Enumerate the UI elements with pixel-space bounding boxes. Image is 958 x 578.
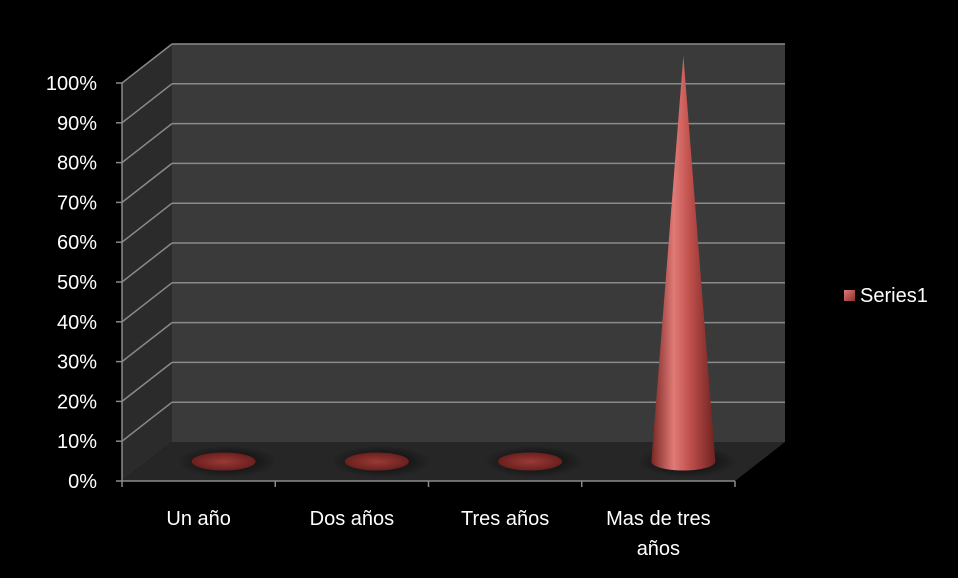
x-category-label: Dos años xyxy=(310,508,395,530)
gridline-diagonal xyxy=(121,242,173,283)
x-category-label: Tres años xyxy=(461,508,549,530)
y-tick-label: 90% xyxy=(57,113,97,135)
y-tick-label: 50% xyxy=(57,272,97,294)
y-tick-label: 40% xyxy=(57,312,97,334)
gridline-diagonal xyxy=(121,83,173,124)
cone-bar xyxy=(651,55,716,471)
gridline-diagonal xyxy=(121,322,173,363)
x-category-label: Un año xyxy=(166,508,231,530)
cone-bar xyxy=(498,452,563,471)
gridline-diagonal xyxy=(121,361,173,402)
gridline-diagonal xyxy=(121,401,173,442)
y-tick-label: 0% xyxy=(68,471,97,493)
cone-bar xyxy=(344,452,409,471)
gridline-diagonal xyxy=(121,282,173,323)
cone-bar xyxy=(191,452,256,471)
y-tick-label: 80% xyxy=(57,153,97,175)
y-tick-label: 100% xyxy=(46,73,97,95)
y-tick-label: 10% xyxy=(57,431,97,453)
floor xyxy=(122,442,785,481)
x-category-label: Mas de tres xyxy=(606,508,710,530)
series-cones xyxy=(177,55,738,478)
legend-swatch-series1 xyxy=(844,290,855,301)
x-category-label: años xyxy=(637,538,680,560)
legend: Series1 xyxy=(844,285,928,307)
y-axis-ticks: 0% 10% 20% 30% 40% 50% 60% 70% 80% 90% 100% xyxy=(46,73,122,493)
y-tick-label: 70% xyxy=(57,192,97,214)
legend-label-series1: Series1 xyxy=(860,285,928,307)
gridline-diagonal xyxy=(121,162,173,203)
gridline-diagonal xyxy=(121,123,173,164)
x-axis-ticks xyxy=(121,481,736,487)
y-tick-label: 60% xyxy=(57,232,97,254)
y-tick-label: 30% xyxy=(57,352,97,374)
gridline-diagonal xyxy=(121,43,173,84)
y-tick-label: 20% xyxy=(57,391,97,413)
category-labels: Un año Dos años Tres años Mas de tres años xyxy=(166,508,710,560)
gridline-diagonal xyxy=(121,202,173,243)
